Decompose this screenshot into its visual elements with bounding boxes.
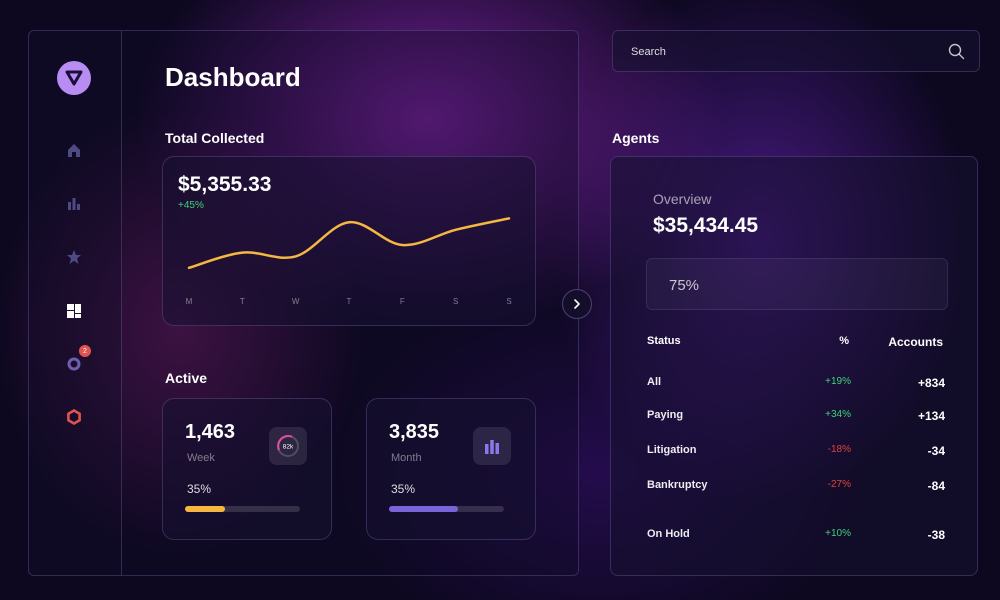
- week-progress-fill: [185, 506, 226, 512]
- table-row[interactable]: Litigation -18% -34: [611, 444, 979, 462]
- chart-tick-label: T: [239, 297, 245, 306]
- sidebar-item-favorites[interactable]: [63, 246, 85, 268]
- active-week-card: 1,463 Week 82k 35%: [162, 398, 332, 540]
- hexagon-icon: [67, 409, 81, 425]
- chart-tick-label: S: [452, 297, 459, 306]
- gauge-widget: 82k: [269, 427, 307, 465]
- row-accounts: -34: [927, 444, 945, 458]
- active-month-card: 3,835 Month 35%: [366, 398, 536, 540]
- search-input[interactable]: [631, 42, 931, 62]
- collected-line-chart: [187, 217, 511, 270]
- chart-tick-label: S: [506, 297, 512, 306]
- sidebar-item-notifications[interactable]: [63, 353, 85, 375]
- week-progress-track: [185, 506, 300, 512]
- row-status: All: [647, 376, 662, 388]
- table-row[interactable]: All +19% +834: [611, 376, 979, 394]
- overview-label: Overview: [653, 191, 712, 207]
- row-accounts: -38: [927, 528, 945, 542]
- week-value: 1,463: [185, 421, 236, 443]
- agents-label: Agents: [612, 130, 660, 146]
- agents-card: Overview $35,434.45 75% Status % Account…: [610, 156, 978, 576]
- week-period: Week: [187, 452, 215, 464]
- page-title: Dashboard: [165, 62, 301, 92]
- row-percent: +19%: [825, 376, 851, 387]
- overview-progress: 75%: [646, 258, 948, 310]
- column-header-accounts: Accounts: [888, 335, 943, 349]
- circle-icon: [67, 357, 81, 371]
- sidebar-item-home[interactable]: [63, 139, 85, 161]
- week-percent: 35%: [187, 482, 212, 496]
- triangle-logo-icon: [65, 70, 83, 86]
- chart-tick-label: M: [185, 297, 193, 306]
- gauge-icon: 82k: [277, 435, 299, 457]
- row-status: Bankruptcy: [647, 479, 708, 491]
- overview-value: $35,434.45: [653, 214, 759, 237]
- total-collected-card: $5,355.33 +45% M T W T F S S: [162, 156, 536, 326]
- column-header-status: Status: [647, 335, 681, 347]
- chevron-right-icon: [574, 299, 580, 309]
- bar-chart-icon: [485, 440, 499, 454]
- row-status: On Hold: [647, 528, 690, 540]
- month-chart-widget: [473, 427, 511, 465]
- sidebar-item-settings[interactable]: [63, 406, 85, 428]
- notification-badge: 2: [79, 345, 91, 357]
- month-value: 3,835: [389, 421, 440, 443]
- star-icon: [67, 250, 81, 264]
- chart-tick-label: W: [291, 297, 300, 306]
- gauge-label: 82k: [283, 444, 294, 451]
- next-panel-button[interactable]: [562, 289, 592, 319]
- bar-chart-icon: [68, 198, 80, 210]
- table-row[interactable]: On Hold +10% -38: [611, 528, 979, 546]
- row-percent: +34%: [825, 409, 851, 420]
- active-label: Active: [165, 370, 208, 386]
- row-percent: -18%: [827, 444, 851, 455]
- chart-tick-label: F: [399, 297, 405, 306]
- sidebar: 2: [28, 30, 122, 576]
- overview-progress-label: 75%: [669, 277, 700, 294]
- row-status: Litigation: [647, 444, 697, 456]
- row-accounts: -84: [927, 479, 945, 493]
- row-status: Paying: [647, 409, 684, 421]
- chart-series-line: [187, 217, 511, 270]
- row-percent: -27%: [827, 479, 851, 490]
- sidebar-item-analytics[interactable]: [63, 192, 85, 214]
- month-percent: 35%: [391, 482, 416, 496]
- chart-tick-label: T: [346, 297, 352, 306]
- column-header-percent: %: [839, 335, 849, 347]
- app-logo[interactable]: [57, 61, 91, 95]
- total-collected-change: +45%: [178, 200, 204, 211]
- home-icon: [68, 144, 80, 157]
- month-progress-fill: [389, 506, 458, 512]
- row-percent: +10%: [825, 528, 851, 539]
- table-row[interactable]: Paying +34% +134: [611, 409, 979, 427]
- search-icon[interactable]: [948, 43, 965, 60]
- month-period: Month: [391, 452, 422, 464]
- search-bar: [612, 30, 980, 72]
- table-row[interactable]: Bankruptcy -27% -84: [611, 479, 979, 497]
- dashboard-grid-icon: [67, 304, 81, 318]
- total-collected-value: $5,355.33: [178, 173, 272, 196]
- month-progress-track: [389, 506, 504, 512]
- row-accounts: +834: [917, 376, 945, 390]
- row-accounts: +134: [917, 409, 945, 423]
- sidebar-item-dashboard[interactable]: [63, 300, 85, 322]
- total-collected-label: Total Collected: [165, 130, 265, 146]
